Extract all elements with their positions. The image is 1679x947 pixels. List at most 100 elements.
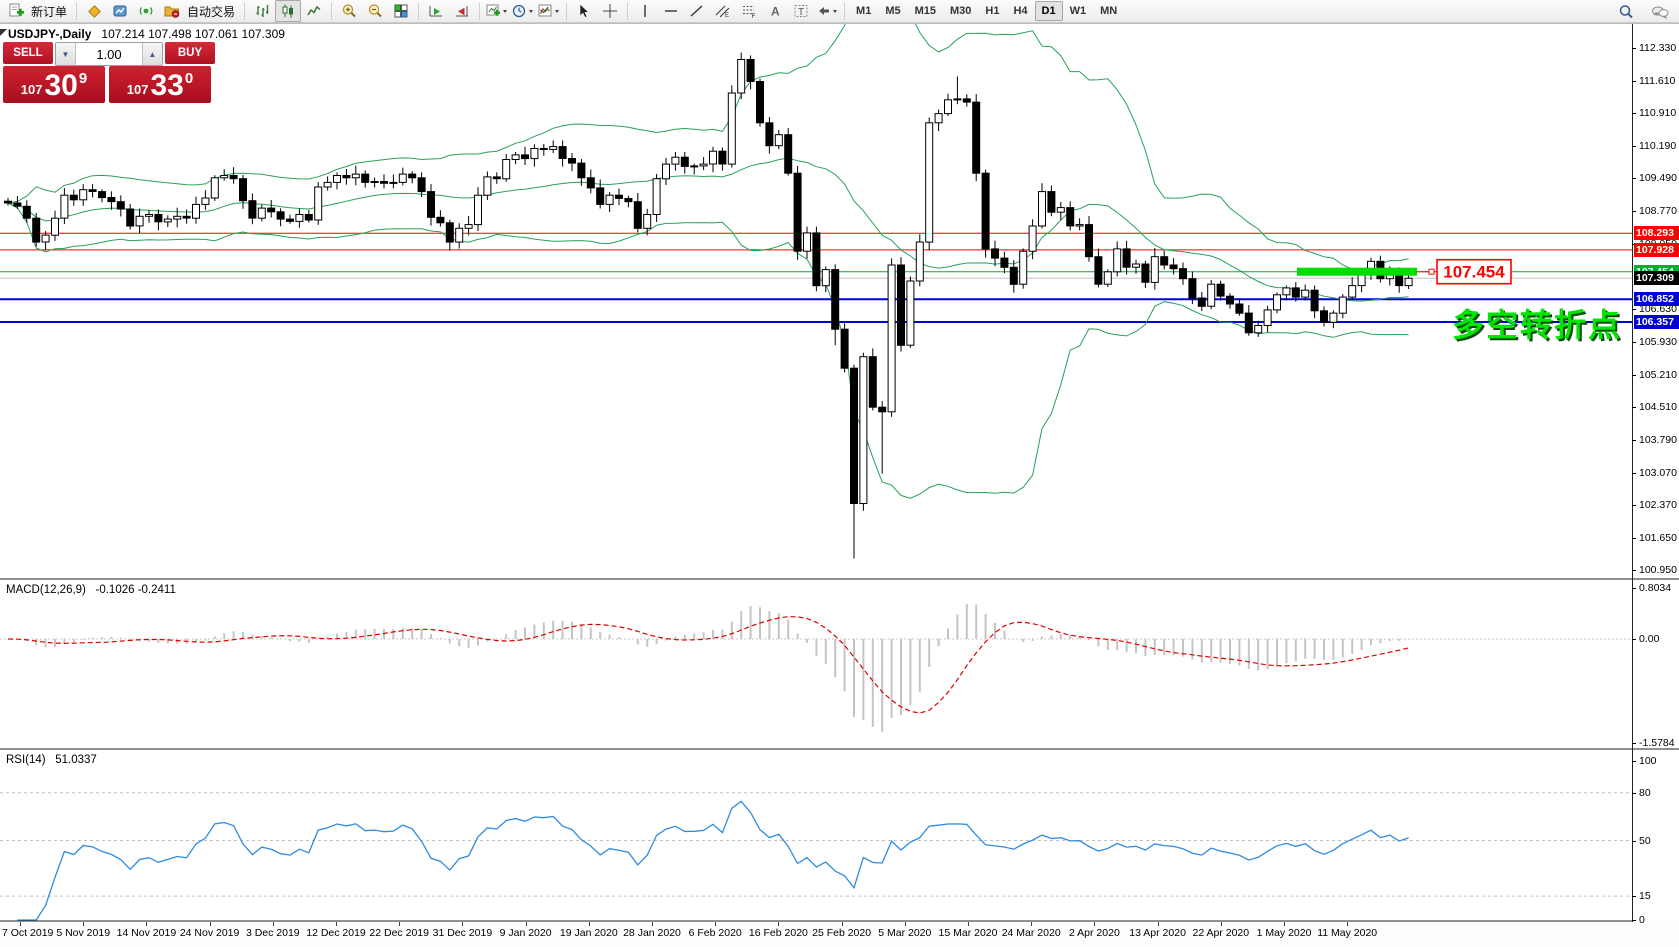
auto-trading-label[interactable]: 自动交易	[187, 4, 236, 19]
crosshair-icon	[603, 4, 618, 18]
rsi-label: RSI(14)	[6, 754, 46, 766]
date-tick	[525, 922, 527, 926]
support-zone[interactable]	[1297, 267, 1417, 276]
trendline-button[interactable]	[684, 0, 710, 22]
panel-splitter[interactable]	[0, 748, 1679, 750]
horizontal-line-button[interactable]	[658, 0, 684, 22]
period-button[interactable]	[510, 0, 536, 22]
svg-text:A: A	[771, 5, 780, 19]
auto-trading-button[interactable]	[159, 0, 185, 22]
new-order-button[interactable]	[3, 0, 29, 22]
new-order-label[interactable]: 新订单	[31, 4, 68, 19]
crosshair-button[interactable]	[597, 0, 623, 22]
tab-m5[interactable]: M5	[885, 5, 901, 17]
text-button[interactable]: A	[762, 0, 788, 22]
turning-point-annotation[interactable]: 多空转折点	[1452, 307, 1623, 343]
price-chart-canvas[interactable]: 107.454	[0, 23, 1632, 578]
volume-increase-button[interactable]: ▲	[142, 43, 162, 65]
chart-shift-button[interactable]	[449, 0, 475, 22]
text-label-icon: T	[794, 5, 808, 18]
zoom-in-button[interactable]	[336, 0, 362, 22]
price-tick-label: 101.650	[1639, 532, 1677, 544]
date-tick	[399, 922, 401, 926]
tab-w1[interactable]: W1	[1069, 5, 1087, 17]
rsi-line	[17, 800, 1409, 921]
price-line-badge: 107.928	[1634, 243, 1679, 257]
price-line-badge: 108.293	[1634, 226, 1679, 240]
signals-button[interactable]	[133, 0, 159, 22]
new-chart-button[interactable]	[484, 0, 510, 22]
toolbar-separator	[844, 2, 846, 20]
shapes-button[interactable]	[814, 0, 840, 22]
volume-stepper: ▼ 1.00 ▲	[55, 42, 163, 66]
text-icon: A	[771, 5, 780, 19]
tab-d1[interactable]: D1	[1034, 1, 1063, 21]
text-label-button[interactable]: T	[788, 0, 814, 22]
candles	[4, 52, 1413, 559]
sell-button[interactable]: SELL	[3, 42, 53, 64]
tile-windows-button[interactable]	[388, 0, 414, 22]
tab-h1[interactable]: H1	[985, 5, 1000, 17]
ask-pip-digit: 0	[184, 70, 194, 87]
price-line-badge: 107.309	[1634, 271, 1679, 285]
bid-price-display[interactable]: 107 30 9	[3, 66, 105, 103]
zoom-out-button[interactable]	[362, 0, 388, 22]
tab-h4[interactable]: H4	[1013, 5, 1028, 17]
price-tick-label: 105.930	[1639, 336, 1677, 348]
price-line-badge: 106.852	[1634, 292, 1679, 306]
date-axis-label: 15 Mar 2020	[938, 927, 998, 939]
date-tick	[336, 922, 337, 926]
chat-button[interactable]	[1647, 1, 1673, 23]
price-tick-label: 110.190	[1639, 140, 1677, 152]
price-tick-label: 108.770	[1639, 205, 1677, 217]
zoom-out-icon	[368, 4, 382, 18]
fibonacci-button[interactable]: F	[736, 0, 762, 22]
tab-m30[interactable]: M30	[950, 5, 972, 17]
one-click-collapse-icon[interactable]	[0, 29, 7, 36]
price-scale-border	[1632, 23, 1633, 922]
market-watch-button[interactable]	[81, 0, 107, 22]
indicators-button[interactable]	[536, 0, 562, 22]
volume-input[interactable]: 1.00	[96, 46, 122, 62]
horizontal-line-icon	[665, 10, 678, 12]
date-axis-label: 28 Jan 2020	[623, 927, 681, 939]
line-chart-icon	[307, 5, 321, 16]
cursor-button[interactable]	[571, 0, 597, 22]
rsi-panel: RSI(14) 51.0337	[0, 750, 1679, 922]
tab-m15[interactable]: M15	[914, 5, 936, 17]
auto-scroll-button[interactable]	[423, 0, 449, 22]
line-chart-button[interactable]	[301, 0, 327, 22]
price-tick-label: 104.510	[1639, 401, 1677, 413]
date-axis-label: 5 Mar 2020	[878, 927, 932, 939]
price-tick-label: 111.610	[1639, 75, 1676, 87]
bar-chart-button[interactable]	[249, 0, 275, 22]
buy-button[interactable]: BUY	[165, 42, 215, 64]
tab-mn[interactable]: MN	[1100, 5, 1118, 17]
date-axis-label: 11 May 2020	[1317, 927, 1378, 939]
channel-button[interactable]: E	[710, 0, 736, 22]
scale-tick	[1632, 440, 1636, 441]
panel-splitter[interactable]	[0, 578, 1679, 580]
date-axis-label: 24 Nov 2019	[179, 927, 240, 939]
search-button[interactable]	[1613, 1, 1639, 23]
bid-big-digits: 30	[44, 69, 78, 102]
date-axis-label: 6 Feb 2020	[688, 927, 742, 939]
scale-tick	[1632, 639, 1636, 640]
candle-chart-button[interactable]	[275, 0, 302, 22]
toolbar-separator	[418, 2, 420, 20]
scale-tick	[1632, 538, 1636, 539]
date-axis-label: 31 Dec 2019	[432, 927, 493, 939]
date-axis[interactable]: 7 Oct 2019 5 Nov 2019 14 Nov 2019 24 Nov 20…	[0, 922, 1679, 947]
macd-canvas[interactable]	[0, 580, 1632, 748]
price-tag-107454[interactable]: 107.454	[1417, 258, 1512, 285]
rsi-canvas[interactable]	[0, 750, 1632, 922]
scale-tick	[1632, 375, 1636, 376]
tab-m1[interactable]: M1	[856, 5, 872, 17]
vertical-line-button[interactable]	[632, 0, 658, 22]
terminal-button[interactable]	[107, 0, 133, 22]
ask-price-display[interactable]: 107 33 0	[109, 66, 211, 103]
shapes-icon	[819, 7, 838, 15]
volume-decrease-button[interactable]: ▼	[56, 43, 76, 65]
ask-prefix: 107	[126, 82, 149, 97]
date-tick	[1284, 922, 1285, 926]
